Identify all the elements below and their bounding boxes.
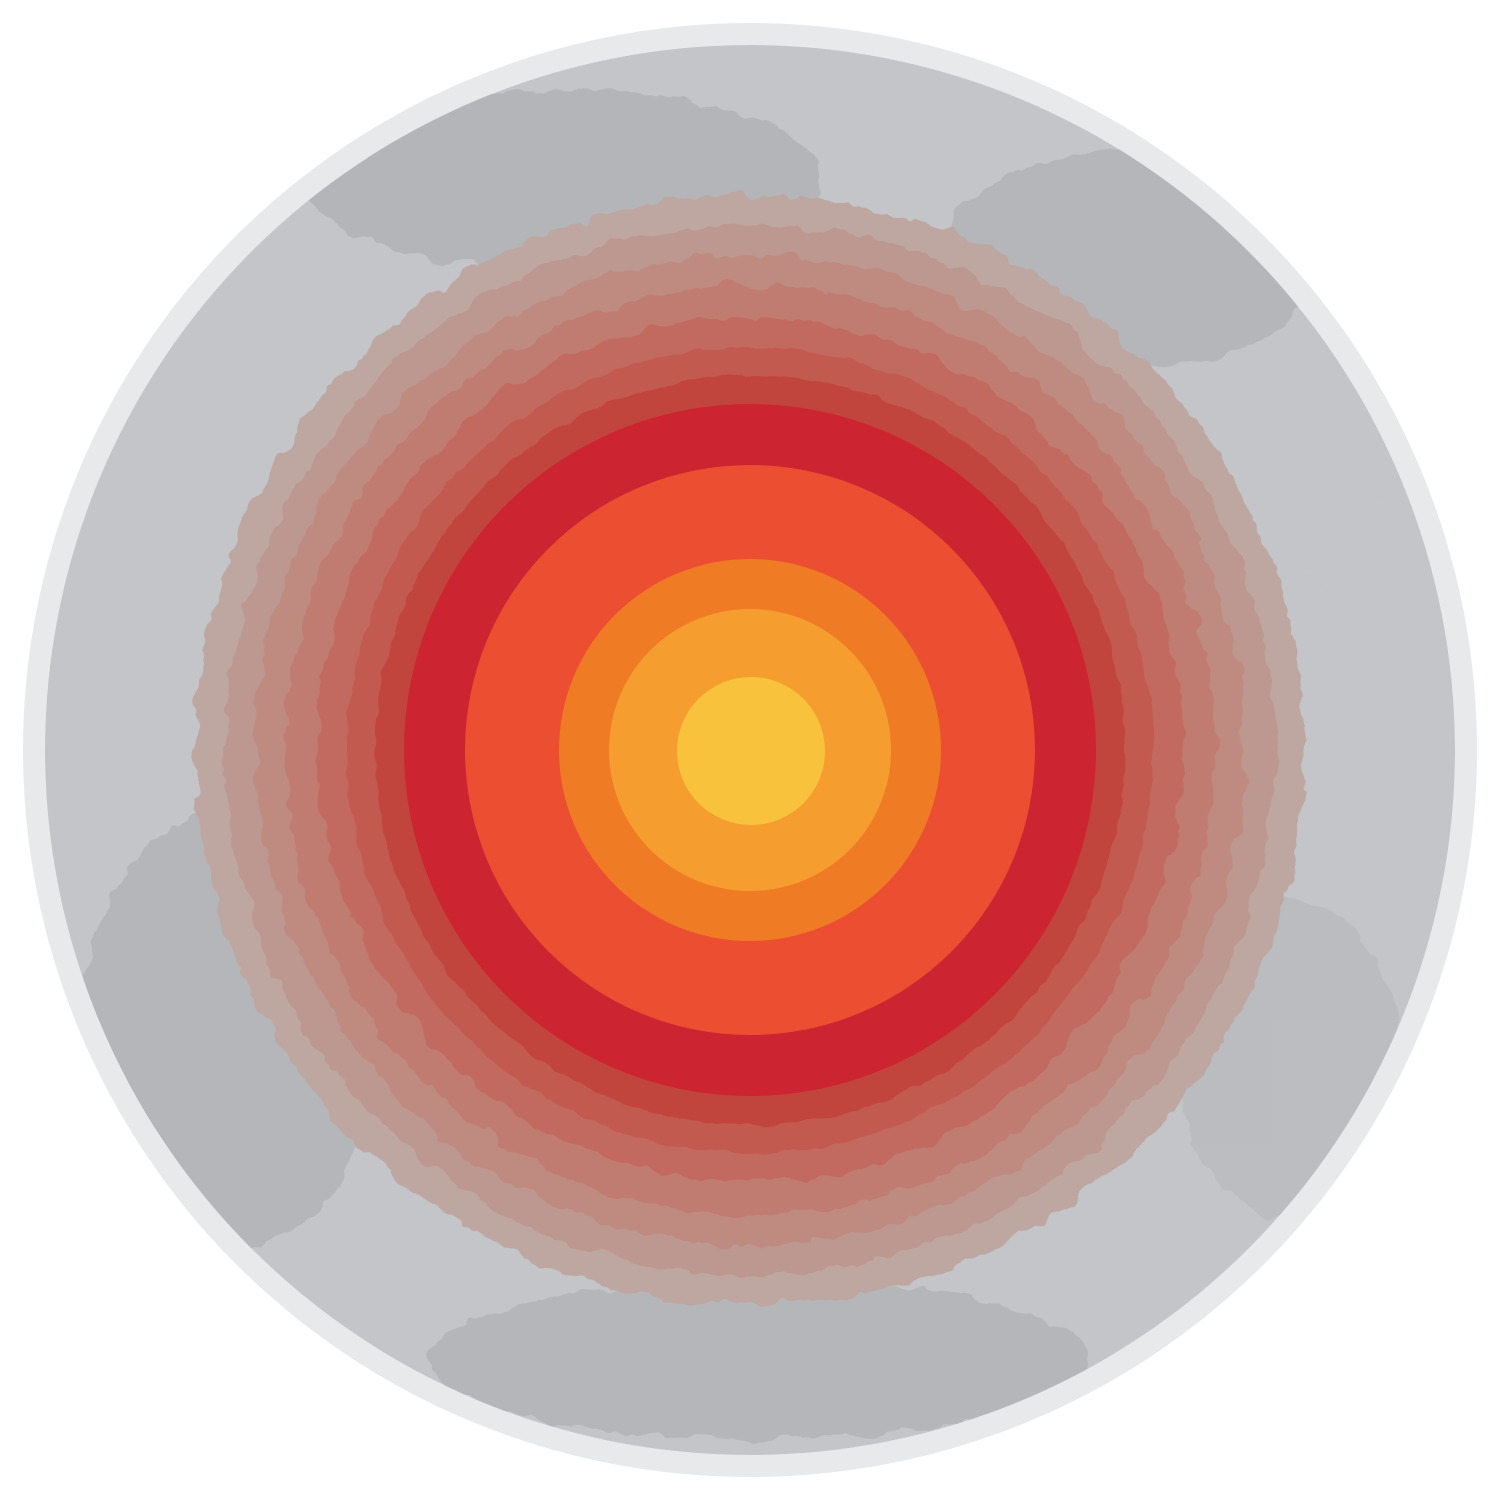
target-rings <box>195 195 1305 1305</box>
bullseye <box>677 677 825 825</box>
